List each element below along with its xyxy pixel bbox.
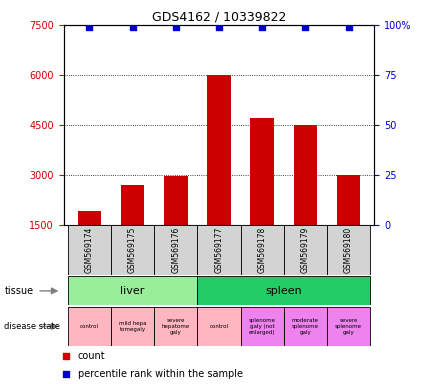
Text: mild hepa
tomegaly: mild hepa tomegaly [119,321,146,332]
Point [86,24,93,30]
Text: control: control [80,324,99,329]
Bar [250,118,274,225]
Bar [327,307,370,346]
Bar [164,176,188,225]
Text: disease state: disease state [4,322,60,331]
Bar [198,225,240,275]
Text: GSM569178: GSM569178 [258,227,267,273]
Point [259,24,266,30]
Text: GSM569180: GSM569180 [344,227,353,273]
Point [215,138,223,144]
Bar [284,225,327,275]
Text: control: control [209,324,229,329]
Text: severe
splenome
galy: severe splenome galy [335,318,362,335]
Text: tissue: tissue [4,286,33,296]
Bar [240,307,284,346]
Bar [68,225,111,275]
Bar [111,225,154,275]
Bar [78,211,101,225]
Bar [198,276,370,305]
Bar [111,307,154,346]
Bar [293,125,317,225]
Bar [68,276,198,305]
Point [215,24,223,30]
Text: liver: liver [120,286,145,296]
Bar [154,307,198,346]
Bar [284,307,327,346]
Text: splenome
galy (not
enlarged): splenome galy (not enlarged) [249,318,276,335]
Text: GSM569179: GSM569179 [301,227,310,273]
Point [129,24,136,30]
Text: GSM569176: GSM569176 [171,227,180,273]
Text: spleen: spleen [265,286,302,296]
Point [172,24,179,30]
Text: percentile rank within the sample: percentile rank within the sample [78,369,243,379]
Point [302,24,309,30]
Bar [154,225,198,275]
Point [215,301,223,308]
Bar [327,225,370,275]
Bar [240,225,284,275]
Text: GSM569177: GSM569177 [215,227,223,273]
Bar [198,307,240,346]
Title: GDS4162 / 10339822: GDS4162 / 10339822 [152,11,286,24]
Point [345,24,352,30]
Bar [337,175,360,225]
Text: severe
hepatome
galy: severe hepatome galy [162,318,190,335]
Bar [121,185,145,225]
Bar [207,75,231,225]
Bar [68,307,111,346]
Text: count: count [78,351,106,361]
Text: GSM569174: GSM569174 [85,227,94,273]
Text: moderate
splenome
galy: moderate splenome galy [292,318,319,335]
Text: GSM569175: GSM569175 [128,227,137,273]
